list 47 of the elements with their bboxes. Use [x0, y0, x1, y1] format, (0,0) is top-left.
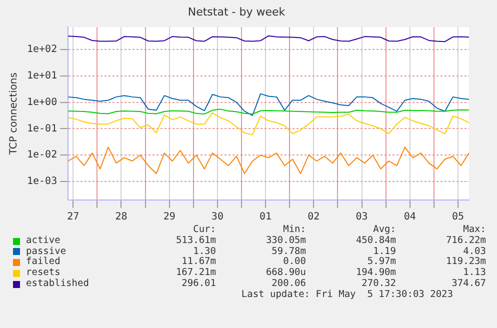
text: Min: — [282, 224, 306, 236]
text: Last update: Fri May 5 17:30:03 2023 — [240, 288, 454, 301]
text: 1.19 — [372, 246, 396, 257]
y-tick-label: 1e-03 — [26, 176, 58, 188]
legend-label: established — [26, 278, 89, 290]
legend-label: failed — [26, 256, 60, 268]
legend-label: resets — [26, 267, 60, 278]
y-tick-label: 1e+00 — [26, 96, 58, 108]
y-tick-label: 1e+02 — [26, 44, 58, 56]
text: 59.78m — [270, 246, 306, 257]
text: 330.05m — [264, 234, 306, 247]
text: 1.30 — [192, 246, 216, 257]
x-tick-label: 28 — [115, 212, 128, 223]
text: 513.61m — [174, 234, 216, 247]
text: 296.01 — [180, 278, 216, 290]
y-tick-label: 1e-02 — [26, 150, 58, 161]
x-tick-label: 02 — [308, 212, 320, 223]
text: 194.90m — [354, 267, 396, 279]
x-tick-label: 01 — [260, 212, 272, 223]
chart-title: Netstat - by week — [188, 5, 286, 18]
y-tick-label: 1e-01 — [26, 123, 58, 134]
text: 668.90u — [264, 267, 306, 279]
text: 4.03 — [462, 246, 486, 257]
text: 0.00 — [282, 256, 306, 268]
text: 716.22m — [444, 234, 486, 247]
legend-label: active — [26, 234, 60, 246]
legend-label: passive — [26, 246, 66, 257]
text: 200.06 — [270, 278, 306, 290]
y-tick-label: 1e+01 — [26, 70, 58, 82]
text: 5.97m — [366, 256, 396, 268]
x-tick-label: 05 — [452, 212, 464, 223]
text: Max: — [462, 224, 486, 236]
text: 119.23m — [444, 256, 486, 268]
x-tick-label: 27 — [67, 212, 80, 223]
text: 167.21m — [174, 267, 216, 279]
text: 1.13 — [462, 267, 486, 279]
text: Avg: — [372, 224, 396, 236]
text: Cur: — [192, 224, 216, 236]
x-tick-label: 30 — [211, 212, 224, 223]
x-tick-label: 03 — [356, 212, 368, 223]
text: 450.84m — [354, 234, 396, 247]
x-tick-label: 04 — [404, 212, 416, 223]
x-tick-label: 29 — [163, 212, 176, 223]
text: 270.32 — [360, 278, 396, 290]
y-axis-title: TCP connections — [8, 72, 20, 156]
text: 11.67m — [180, 256, 216, 268]
text: 374.67 — [450, 278, 486, 290]
